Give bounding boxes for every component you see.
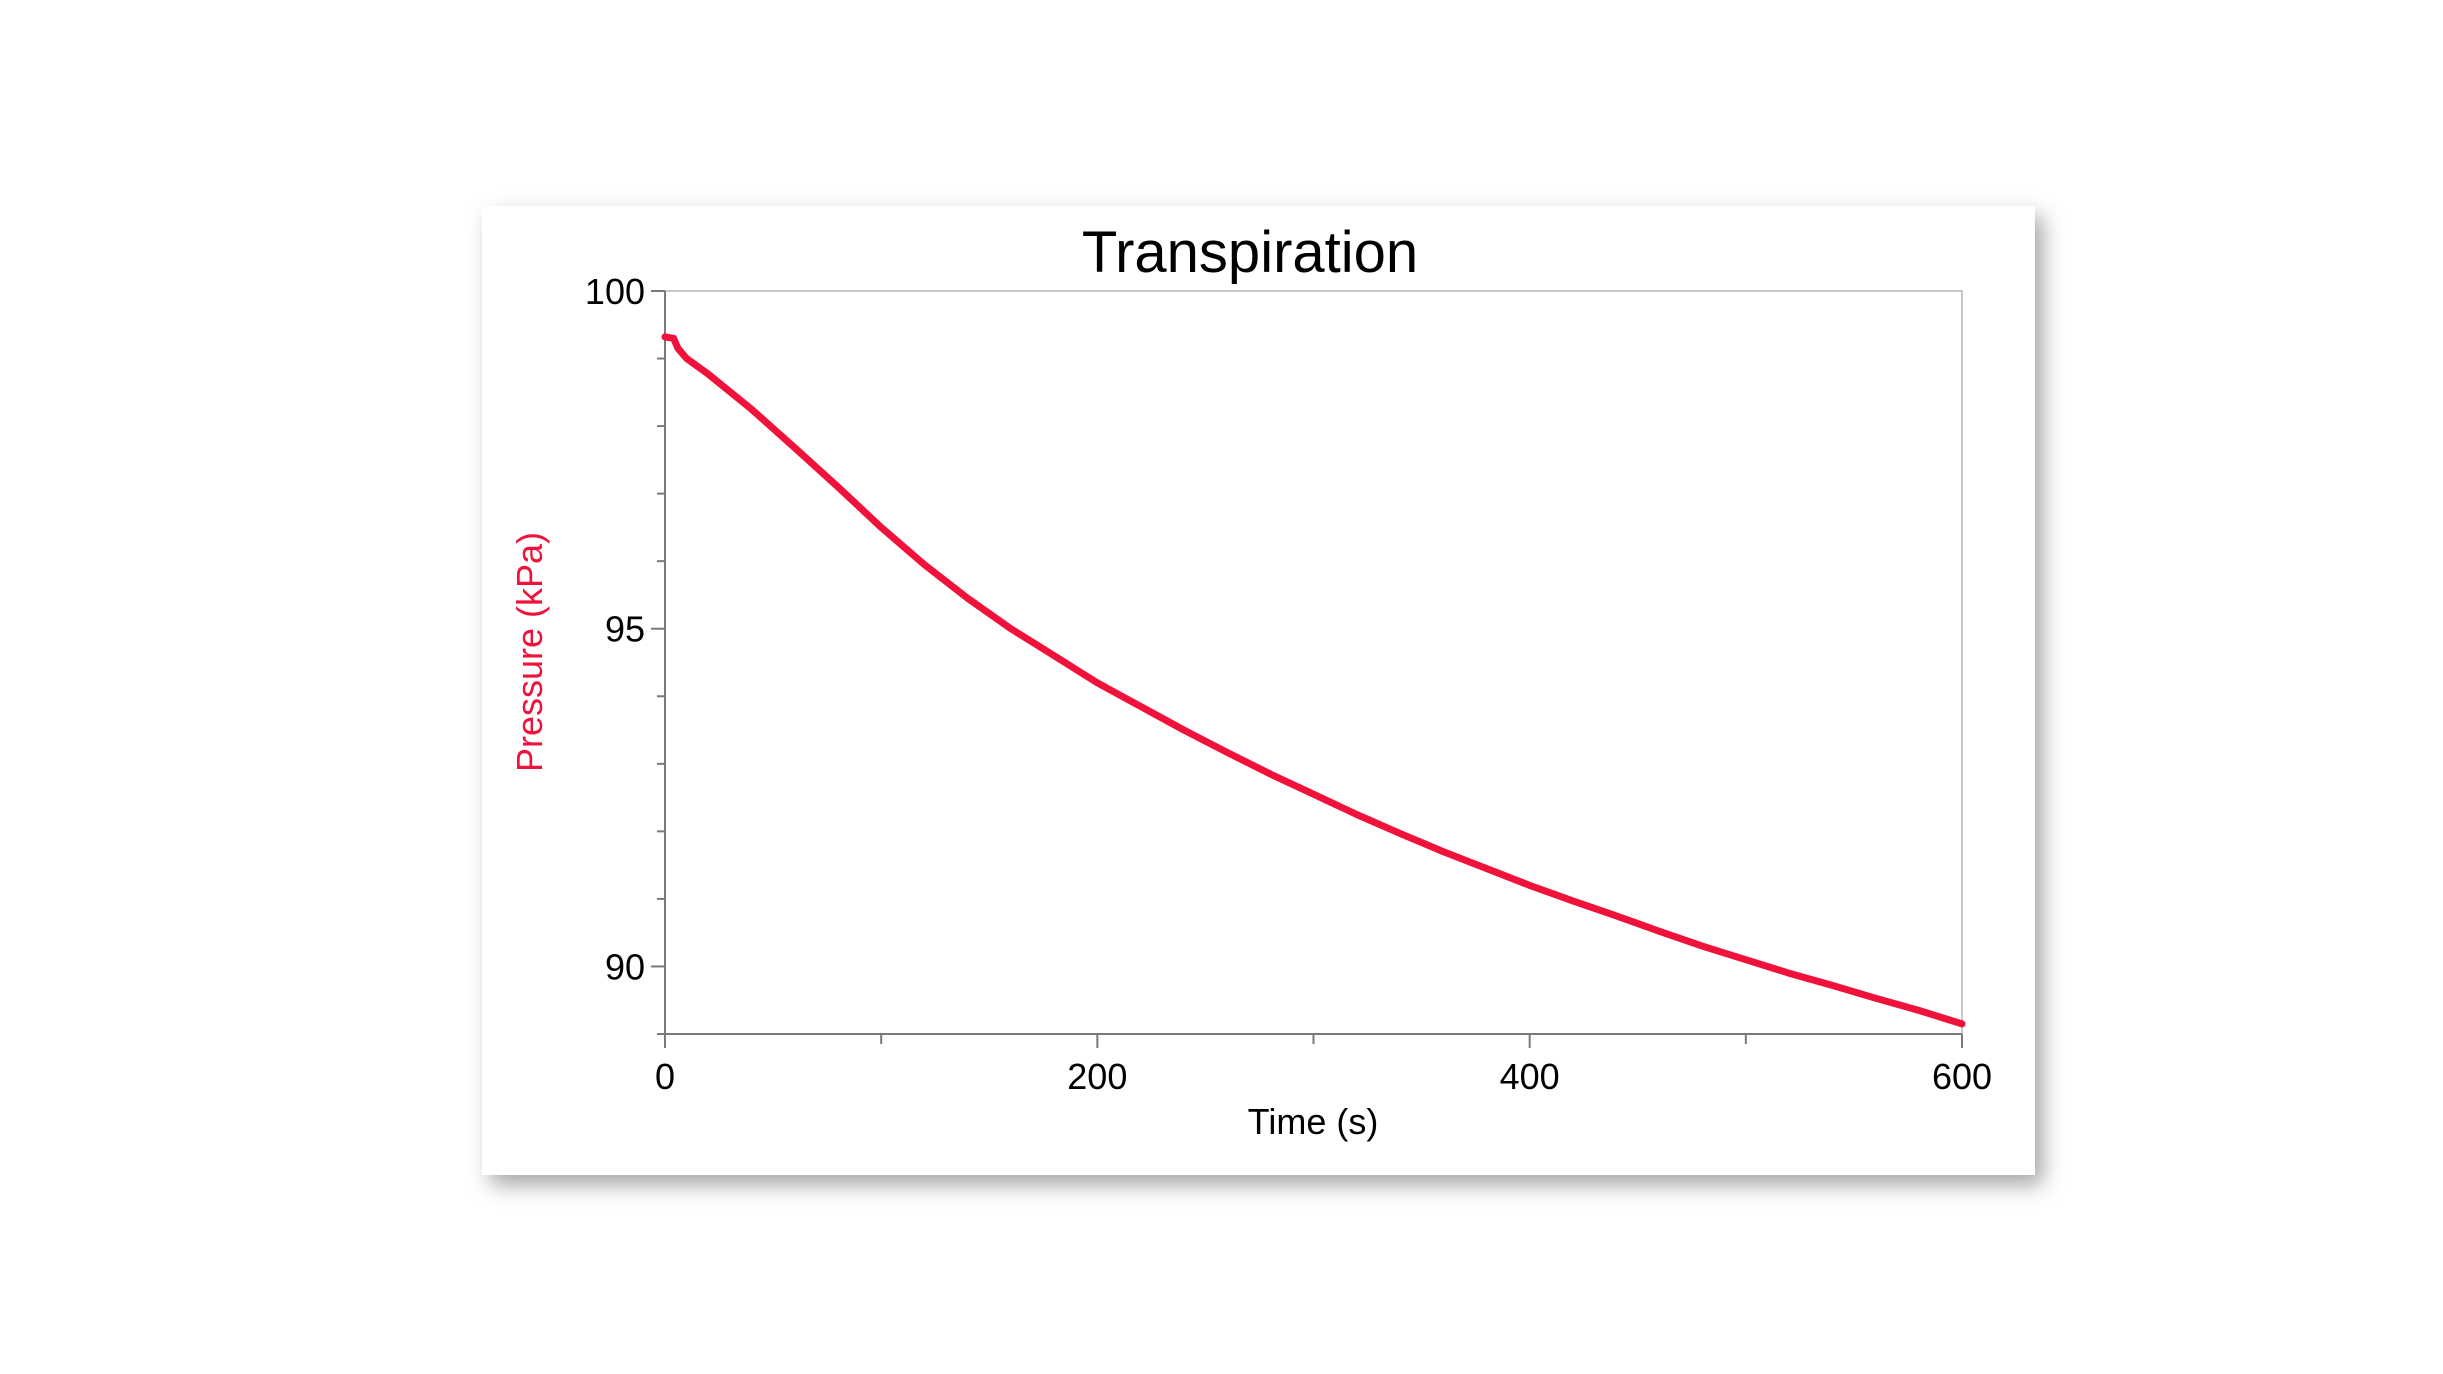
x-minor-ticks (880, 1034, 1747, 1044)
plot-frame (664, 290, 1963, 1035)
x-tick-label: 200 (1067, 1056, 1127, 1097)
x-tick-label: 0 (655, 1056, 675, 1097)
x-major-ticks: 0 200 400 600 (655, 1034, 1992, 1097)
y-tick-label: 95 (605, 609, 645, 650)
x-tick-label: 600 (1932, 1056, 1992, 1097)
x-axis-label: Time (s) (1248, 1101, 1379, 1142)
chart-card (482, 206, 2035, 1175)
y-axis-label: Pressure (kPa) (509, 532, 550, 772)
y-tick-label: 90 (605, 946, 645, 987)
y-tick-label: 100 (585, 271, 645, 312)
chart-title: Transpiration (1082, 220, 1418, 285)
x-tick-label: 400 (1500, 1056, 1560, 1097)
series-line-pressure (661, 333, 1966, 1028)
y-major-ticks: 100 95 90 (585, 271, 665, 987)
y-minor-ticks (657, 357, 665, 1035)
